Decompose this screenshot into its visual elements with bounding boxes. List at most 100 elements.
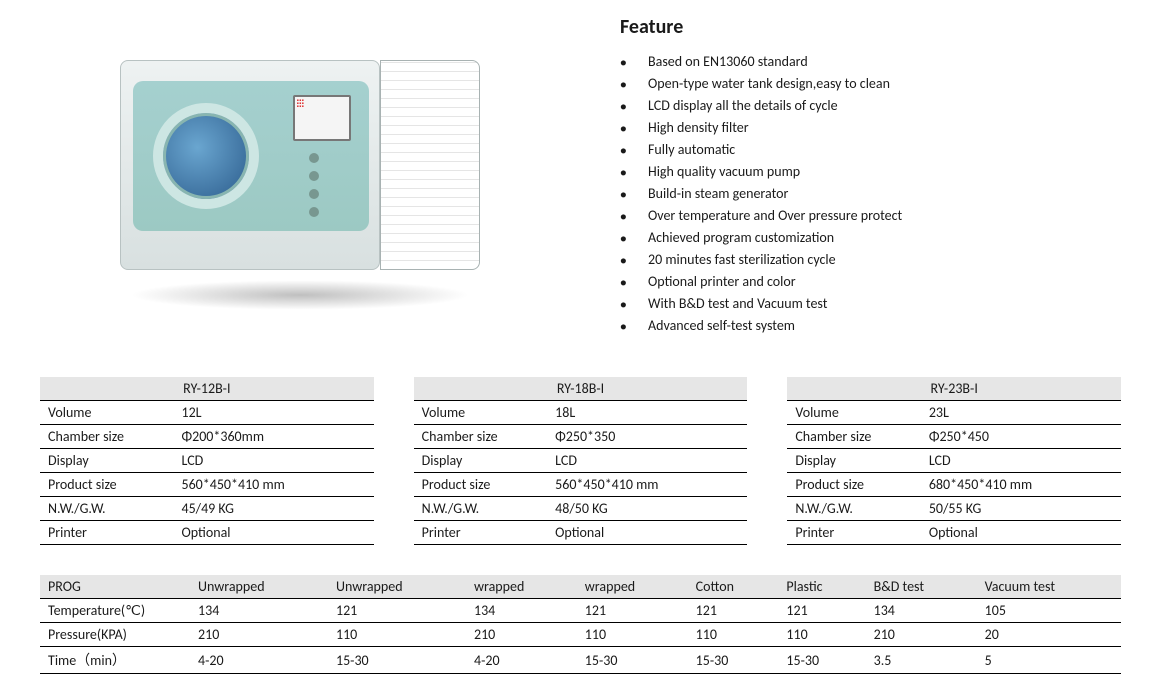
feature-item: Open-type water tank design,easy to clea… xyxy=(620,73,1121,95)
feature-item: Achieved program customization xyxy=(620,227,1121,249)
table-cell: 18L xyxy=(547,401,747,425)
program-table: PROGUnwrappedUnwrappedwrappedwrappedCott… xyxy=(40,575,1121,674)
table-cell: Φ250*350 xyxy=(547,425,747,449)
table-cell: Optional xyxy=(547,521,747,545)
table-cell: Printer xyxy=(787,521,920,545)
feature-item: Fully automatic xyxy=(620,139,1121,161)
table-cell: 12L xyxy=(173,401,373,425)
table-row: DisplayLCD xyxy=(787,449,1121,473)
table-row: N.W./G.W.48/50 KG xyxy=(414,497,748,521)
table-cell: 4-20 xyxy=(466,647,577,674)
prog-col-header: Plastic xyxy=(778,575,865,599)
feature-item: Over temperature and Over pressure prote… xyxy=(620,205,1121,227)
table-cell: N.W./G.W. xyxy=(787,497,920,521)
prog-col-header: Vacuum test xyxy=(977,575,1121,599)
feature-item: With B&D test and Vacuum test xyxy=(620,293,1121,315)
feature-list: Based on EN13060 standardOpen-type water… xyxy=(620,51,1121,337)
feature-item: Optional printer and color xyxy=(620,271,1121,293)
table-row: PrinterOptional xyxy=(40,521,374,545)
table-cell: LCD xyxy=(547,449,747,473)
table-cell: LCD xyxy=(173,449,373,473)
table-cell: Volume xyxy=(40,401,173,425)
table-row: N.W./G.W.50/55 KG xyxy=(787,497,1121,521)
table-cell: LCD xyxy=(921,449,1121,473)
table-cell: 134 xyxy=(866,599,977,623)
table-cell: Product size xyxy=(787,473,920,497)
table-cell: Temperature(℃) xyxy=(40,599,190,623)
table-cell: 15-30 xyxy=(688,647,779,674)
table-cell: Printer xyxy=(414,521,547,545)
feature-heading: Feature xyxy=(620,15,1121,39)
table-row: PrinterOptional xyxy=(414,521,748,545)
table-cell: 15-30 xyxy=(328,647,466,674)
table-row: DisplayLCD xyxy=(40,449,374,473)
table-cell: Chamber size xyxy=(787,425,920,449)
table-cell: 20 xyxy=(977,623,1121,647)
table-row: Temperature(℃)134121134121121121134105 xyxy=(40,599,1121,623)
prog-col-header: wrapped xyxy=(577,575,688,599)
table-cell: Printer xyxy=(40,521,173,545)
table-cell: Pressure(KPA) xyxy=(40,623,190,647)
table-cell: 105 xyxy=(977,599,1121,623)
table-cell: Display xyxy=(787,449,920,473)
table-row: PrinterOptional xyxy=(787,521,1121,545)
table-cell: Φ200*360mm xyxy=(173,425,373,449)
table-cell: Product size xyxy=(40,473,173,497)
table-cell: 134 xyxy=(190,599,328,623)
table-cell: Φ250*450 xyxy=(921,425,1121,449)
feature-item: High density filter xyxy=(620,117,1121,139)
table-cell: Display xyxy=(414,449,547,473)
table-cell: N.W./G.W. xyxy=(414,497,547,521)
table-cell: Chamber size xyxy=(40,425,173,449)
table-cell: Volume xyxy=(787,401,920,425)
table-cell: 134 xyxy=(466,599,577,623)
table-cell: Product size xyxy=(414,473,547,497)
table-cell: N.W./G.W. xyxy=(40,497,173,521)
table-cell: 15-30 xyxy=(778,647,865,674)
table-cell: 560*450*410 mm xyxy=(173,473,373,497)
prog-col-header: B&D test xyxy=(866,575,977,599)
table-row: Chamber sizeΦ200*360mm xyxy=(40,425,374,449)
table-cell: Volume xyxy=(414,401,547,425)
table-cell: 121 xyxy=(328,599,466,623)
spec-model-header: RY-23B-I xyxy=(787,377,1121,401)
feature-item: Based on EN13060 standard xyxy=(620,51,1121,73)
table-row: Product size560*450*410 mm xyxy=(40,473,374,497)
table-cell: 210 xyxy=(190,623,328,647)
spec-model-header: RY-12B-I xyxy=(40,377,374,401)
prog-col-header: wrapped xyxy=(466,575,577,599)
table-cell: 121 xyxy=(688,599,779,623)
table-row: Volume18L xyxy=(414,401,748,425)
table-row: Pressure(KPA)21011021011011011021020 xyxy=(40,623,1121,647)
table-cell: 680*450*410 mm xyxy=(921,473,1121,497)
table-cell: 15-30 xyxy=(577,647,688,674)
table-cell: 4-20 xyxy=(190,647,328,674)
spec-table-RY-23B-I: RY-23B-IVolume23LChamber sizeΦ250*450Dis… xyxy=(787,377,1121,545)
table-row: DisplayLCD xyxy=(414,449,748,473)
table-cell: 48/50 KG xyxy=(547,497,747,521)
table-cell: Display xyxy=(40,449,173,473)
table-cell: 110 xyxy=(328,623,466,647)
table-cell: 23L xyxy=(921,401,1121,425)
table-cell: Optional xyxy=(921,521,1121,545)
table-row: Product size560*450*410 mm xyxy=(414,473,748,497)
table-cell: 121 xyxy=(778,599,865,623)
spec-table-RY-18B-I: RY-18B-IVolume18LChamber sizeΦ250*350Dis… xyxy=(414,377,748,545)
table-row: N.W./G.W.45/49 KG xyxy=(40,497,374,521)
feature-item: 20 minutes fast sterilization cycle xyxy=(620,249,1121,271)
table-cell: 560*450*410 mm xyxy=(547,473,747,497)
feature-item: Advanced self-test system xyxy=(620,315,1121,337)
table-cell: Chamber size xyxy=(414,425,547,449)
table-cell: Time（min） xyxy=(40,647,190,674)
prog-col-header: Unwrapped xyxy=(190,575,328,599)
table-cell: 121 xyxy=(577,599,688,623)
table-cell: 210 xyxy=(466,623,577,647)
table-cell: 3.5 xyxy=(866,647,977,674)
table-row: Time（min）4-2015-304-2015-3015-3015-303.5… xyxy=(40,647,1121,674)
feature-item: LCD display all the details of cycle xyxy=(620,95,1121,117)
prog-col-header: Unwrapped xyxy=(328,575,466,599)
feature-item: Build-in steam generator xyxy=(620,183,1121,205)
product-image: ■ ■ ■■ ■ ■■ ■ ■ xyxy=(40,10,560,337)
table-row: Volume12L xyxy=(40,401,374,425)
table-cell: 110 xyxy=(577,623,688,647)
